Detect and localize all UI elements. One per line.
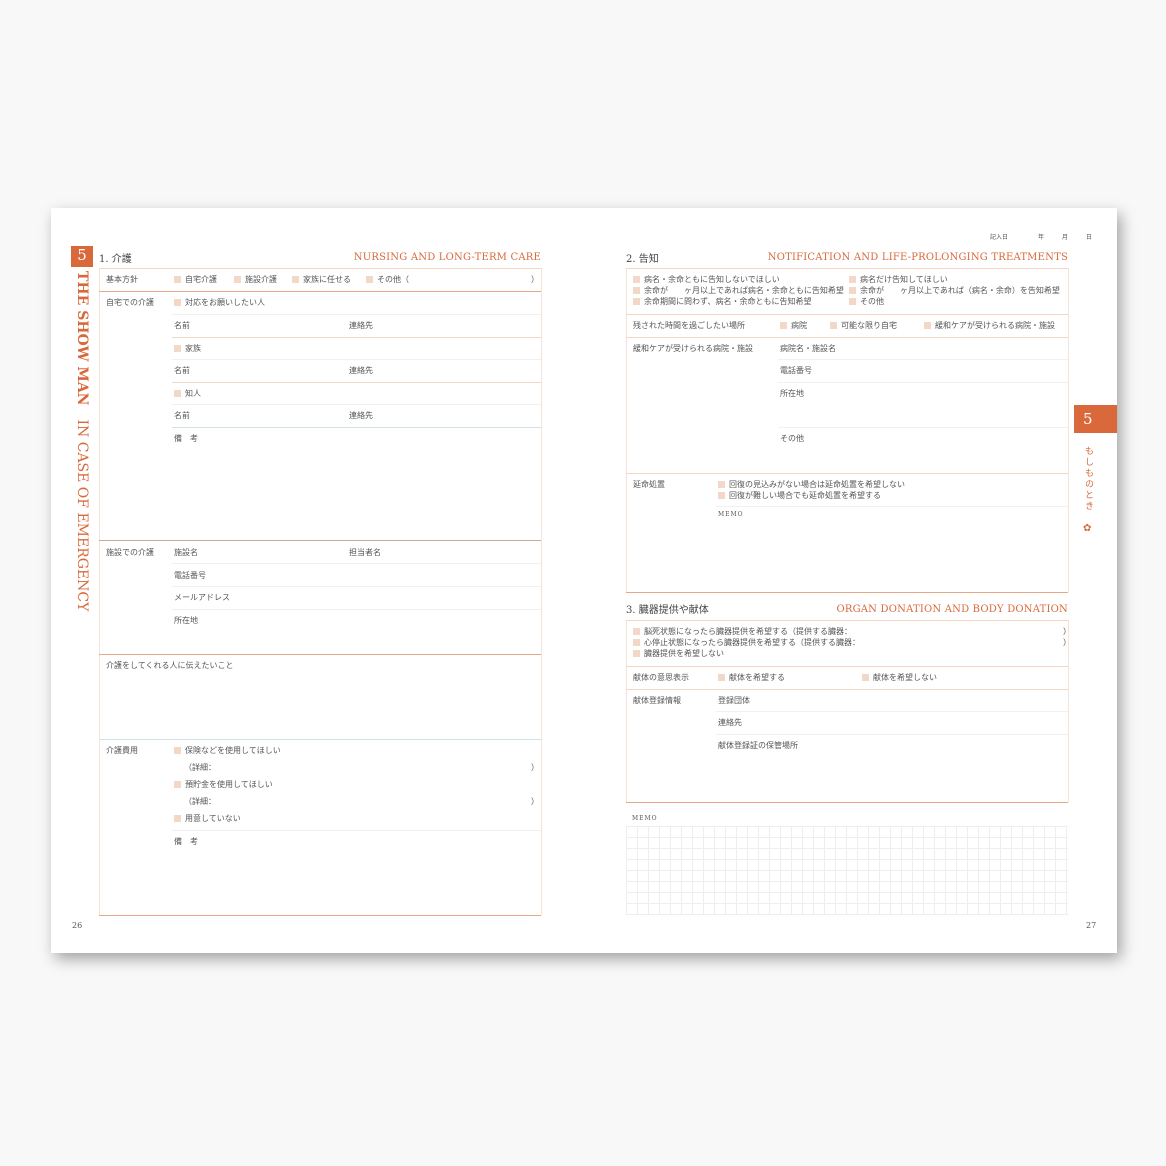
life-prolonging-label: 延命処置: [633, 480, 665, 489]
chapter-badge: 5: [71, 246, 93, 267]
chapter-tab-label: もしものとき: [1083, 446, 1093, 512]
basic-policy-label: 基本方針: [106, 275, 138, 284]
checkbox-home[interactable]: 可能な限り自宅: [830, 321, 897, 331]
person-in-charge-field[interactable]: 担当者名: [349, 548, 381, 557]
facility-name-field[interactable]: 施設名: [174, 548, 198, 557]
facility-care-label: 施設での介護: [106, 548, 154, 557]
registration-label: 献体登録情報: [633, 696, 681, 705]
remarks-field[interactable]: 備 考: [174, 837, 198, 846]
paren-close: ）: [531, 763, 539, 772]
checkbox-savings[interactable]: 預貯金を使用してほしい: [174, 780, 273, 790]
page-number: 27: [1086, 921, 1097, 930]
other-field[interactable]: その他: [780, 434, 804, 443]
checkbox-body-donation-no[interactable]: 献体を希望しない: [862, 673, 937, 683]
name-field[interactable]: 名前: [174, 411, 190, 420]
checkbox-cardiac-death[interactable]: 心停止状態になったら臓器提供を希望する（提供する臓器：: [633, 638, 860, 648]
home-care-label: 自宅での介護: [106, 298, 154, 307]
checkbox-notify-months-select[interactable]: 余命が ヶ月以上であれば（病名・余命）を告知希望: [849, 286, 1060, 296]
name-field[interactable]: 名前: [174, 321, 190, 330]
paren-close: ）: [1063, 627, 1071, 636]
chapter-tab[interactable]: 5: [1074, 405, 1117, 433]
intent-label: 献体の意思表示: [633, 673, 689, 682]
checkbox-notify-months-both[interactable]: 余命が ヶ月以上であれば病名・余命ともに告知希望: [633, 286, 844, 296]
checkbox-home-care[interactable]: 自宅介護: [174, 275, 217, 285]
hospital-name-field[interactable]: 病院名・施設名: [780, 344, 836, 353]
checkbox-body-donation-yes[interactable]: 献体を希望する: [718, 673, 785, 683]
side-title: THE SHOW MAN IN CASE OF EMERGENCY: [74, 271, 90, 612]
paren-close: ）: [531, 275, 539, 284]
checkbox-acquaintance[interactable]: 知人: [174, 389, 201, 399]
checkbox-insurance[interactable]: 保険などを使用してほしい: [174, 746, 281, 756]
checkbox-not-prepared[interactable]: 用意していない: [174, 814, 241, 824]
contact-field[interactable]: 連絡先: [349, 321, 373, 330]
section3-title: 3. 臓器提供や献体: [626, 605, 709, 616]
memo-label: MEMO: [632, 815, 658, 822]
checkbox-requested-person[interactable]: 対応をお願いしたい人: [174, 298, 265, 308]
storage-field[interactable]: 献体登録証の保管場所: [718, 741, 798, 750]
phone-field[interactable]: 電話番号: [174, 571, 206, 580]
palliative-label: 緩和ケアが受けられる病院・施設: [633, 344, 753, 353]
checkbox-facility-care[interactable]: 施設介護: [234, 275, 277, 285]
checkbox-notify-always[interactable]: 余命期間に問わず、病名・余命ともに告知希望: [633, 297, 811, 307]
checkbox-hospital[interactable]: 病院: [780, 321, 807, 331]
checkbox-notify-disease[interactable]: 病名だけ告知してほしい: [849, 275, 948, 285]
address-field[interactable]: 所在地: [174, 616, 198, 625]
detail-field[interactable]: （詳細：: [184, 763, 216, 772]
section2-en-title: NOTIFICATION AND LIFE-PROLONGING TREATME…: [767, 252, 1068, 263]
page-number: 26: [72, 921, 83, 930]
memo-field[interactable]: MEMO: [718, 511, 744, 518]
checkbox-notify-other[interactable]: その他: [849, 297, 884, 307]
checkbox-no-donation[interactable]: 臓器提供を希望しない: [633, 649, 724, 659]
memo-grid[interactable]: [626, 826, 1068, 915]
checkbox-family[interactable]: 家族に任せる: [292, 275, 351, 285]
checkbox-want-life-prolonging[interactable]: 回復が難しい場合でも延命処置を希望する: [718, 491, 881, 501]
email-field[interactable]: メールアドレス: [174, 593, 230, 602]
checkbox-other[interactable]: その他（: [366, 275, 409, 285]
checkbox-palliative[interactable]: 緩和ケアが受けられる病院・施設: [924, 321, 1055, 331]
section3-en-title: ORGAN DONATION AND BODY DONATION: [836, 604, 1068, 615]
phone-field[interactable]: 電話番号: [780, 366, 812, 375]
contact-field[interactable]: 連絡先: [349, 366, 373, 375]
entry-date[interactable]: 記入日年月日: [990, 234, 1093, 241]
checkbox-no-life-prolonging[interactable]: 回復の見込みがない場合は延命処置を希望しない: [718, 480, 905, 490]
checkbox-family-member[interactable]: 家族: [174, 344, 201, 354]
section1-en-title: NURSING AND LONG-TERM CARE: [353, 252, 541, 263]
section1-title: 1. 介護: [99, 254, 132, 265]
section2-title: 2. 告知: [626, 254, 659, 265]
address-field[interactable]: 所在地: [780, 389, 804, 398]
message-field[interactable]: 介護をしてくれる人に伝えたいこと: [106, 661, 234, 670]
paren-close: ）: [1063, 638, 1071, 647]
remarks-field[interactable]: 備 考: [174, 434, 198, 443]
paren-close: ）: [531, 797, 539, 806]
detail-field[interactable]: （詳細：: [184, 797, 216, 806]
contact-field[interactable]: 連絡先: [349, 411, 373, 420]
cost-label: 介護費用: [106, 746, 138, 755]
flower-icon: ✿: [1083, 523, 1092, 534]
checkbox-notify-none[interactable]: 病名・余命ともに告知しないでほしい: [633, 275, 780, 285]
contact-field[interactable]: 連絡先: [718, 718, 742, 727]
place-label: 残された時間を過ごしたい場所: [633, 321, 745, 330]
checkbox-brain-death[interactable]: 脳死状態になったら臓器提供を希望する（提供する臓器：: [633, 627, 852, 637]
org-field[interactable]: 登録団体: [718, 696, 750, 705]
name-field[interactable]: 名前: [174, 366, 190, 375]
